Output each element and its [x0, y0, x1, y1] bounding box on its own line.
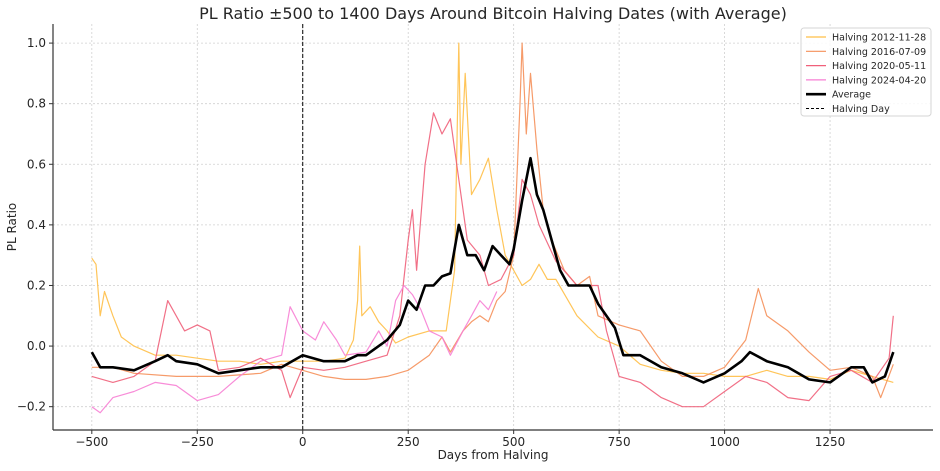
y-tick-label: 0.6	[27, 157, 46, 171]
x-tick-label: 1000	[709, 435, 740, 449]
legend-box	[800, 27, 932, 117]
x-tick-label: 750	[608, 435, 631, 449]
y-axis-label: PL Ratio	[5, 203, 19, 252]
legend: Halving 2012-11-28 Halving 2016-07-09 Halv…	[800, 27, 932, 117]
series-line-1	[91, 42, 894, 399]
grid	[53, 24, 933, 430]
y-tick-label: −0.2	[17, 400, 46, 414]
series-group	[90, 42, 895, 414]
y-tick-label: 0.0	[27, 339, 46, 353]
legend-label: Average	[832, 90, 871, 101]
series-line-2	[91, 112, 894, 408]
legend-label: Halving 2012-11-28	[832, 33, 926, 44]
y-tick-label: 0.2	[27, 278, 46, 292]
series-line-4	[90, 156, 895, 384]
x-tick-label: 250	[397, 435, 420, 449]
axes: −500 −250 0 250 500 750 1000 1250 −0.2 0.0 0.2 0.4 0…	[17, 24, 933, 449]
x-axis-label: Days from Halving	[438, 448, 549, 462]
legend-label: Halving 2016-07-09	[832, 47, 926, 58]
x-tick-label: −500	[75, 435, 108, 449]
y-tick-label: 1.0	[27, 36, 46, 50]
x-tick-label: 1250	[815, 435, 846, 449]
y-tick-label: 0.8	[27, 97, 46, 111]
legend-label: Halving Day	[832, 104, 890, 115]
x-tick-label: −250	[181, 435, 214, 449]
y-tick-label: 0.4	[27, 218, 46, 232]
legend-label: Halving 2020-05-11	[832, 61, 926, 72]
x-tick-label: 500	[502, 435, 525, 449]
legend-label: Halving 2024-04-20	[832, 75, 926, 86]
chart-title: PL Ratio ±500 to 1400 Days Around Bitcoi…	[199, 4, 787, 23]
x-tick-label: 0	[299, 435, 307, 449]
series-line-0	[91, 42, 894, 383]
series-line-3	[91, 284, 498, 414]
